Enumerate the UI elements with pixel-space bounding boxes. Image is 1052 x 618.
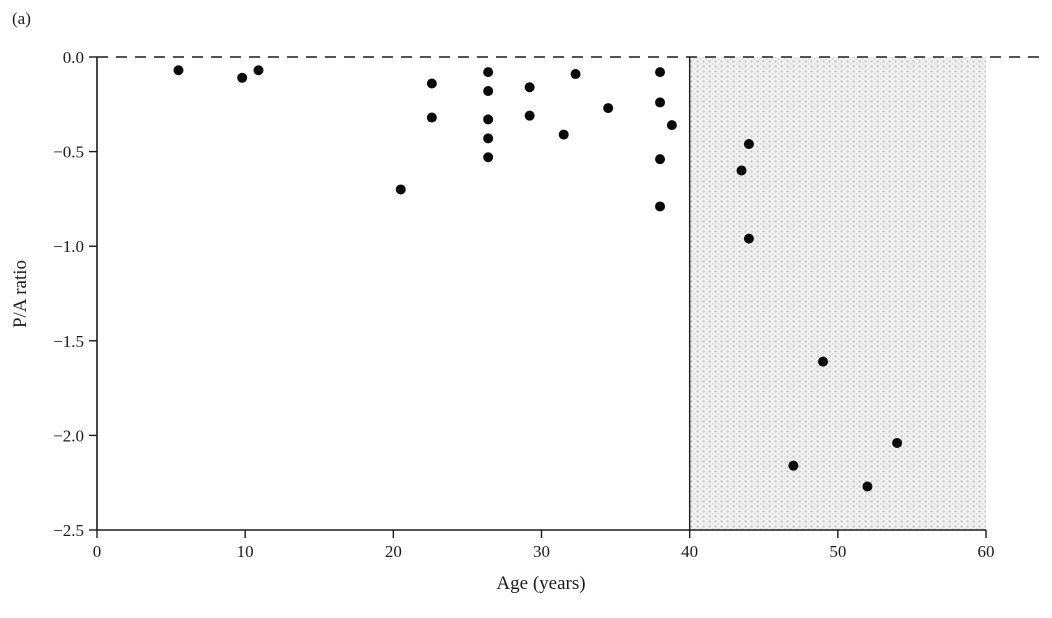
x-tick-label: 30 [533, 542, 550, 561]
data-point [483, 152, 494, 163]
y-tick-label: −1.5 [53, 332, 84, 351]
data-point [736, 165, 747, 176]
data-point [655, 97, 666, 108]
data-point [818, 356, 829, 367]
data-point [237, 72, 248, 83]
data-point [655, 201, 666, 212]
y-tick-label: 0.0 [63, 48, 84, 67]
data-point [788, 460, 799, 471]
data-point [558, 129, 569, 140]
y-tick-label: −2.0 [53, 426, 84, 445]
figure-label: (a) [12, 9, 31, 28]
data-point [426, 112, 437, 123]
x-tick-label: 0 [93, 542, 102, 561]
data-point [173, 65, 184, 76]
data-point [524, 82, 535, 93]
shaded-region [689, 57, 986, 530]
x-tick-label: 60 [978, 542, 995, 561]
data-point [603, 103, 614, 114]
data-point [483, 133, 494, 144]
data-point [570, 69, 581, 80]
x-tick-label: 10 [237, 542, 254, 561]
data-point [743, 233, 754, 244]
y-tick-label: −2.5 [53, 521, 84, 540]
data-point [483, 86, 494, 97]
data-point [395, 184, 406, 195]
y-axis-label: P/A ratio [10, 260, 31, 328]
data-point [483, 114, 494, 125]
data-point [862, 481, 873, 492]
y-tick-label: −1.0 [53, 237, 84, 256]
data-point [426, 78, 437, 89]
data-point [253, 65, 264, 76]
data-point [483, 67, 494, 78]
x-axis-label: Age (years) [496, 573, 585, 594]
data-point [892, 437, 903, 448]
x-tick-label: 40 [681, 542, 698, 561]
chart-plot-area: 0 10 20 30 40 50 60 0.0 −0.5 −1.0 −1.5 −2.0 −2.5 [53, 48, 1040, 561]
x-tick-label: 20 [385, 542, 402, 561]
data-point [743, 139, 754, 150]
x-tick-label: 50 [829, 542, 846, 561]
data-point [655, 154, 666, 165]
data-point [655, 67, 666, 78]
y-tick-label: −0.5 [53, 143, 84, 162]
data-point [524, 110, 535, 121]
data-point [666, 120, 677, 131]
